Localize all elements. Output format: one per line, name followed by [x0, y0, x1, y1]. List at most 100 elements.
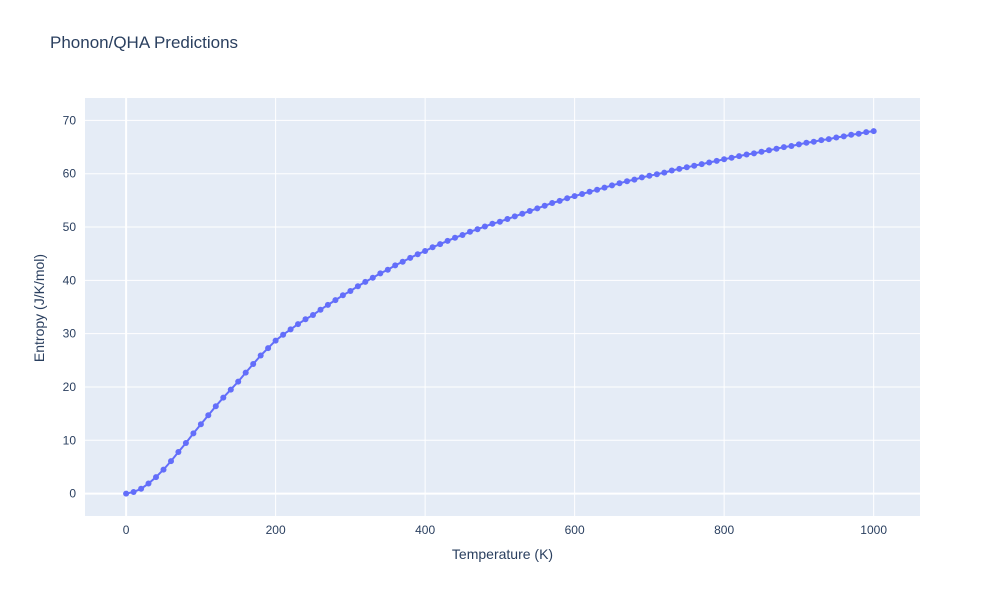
- data-point[interactable]: [586, 188, 593, 195]
- data-point[interactable]: [437, 241, 444, 248]
- data-point[interactable]: [459, 232, 466, 238]
- data-point[interactable]: [467, 228, 473, 235]
- data-point[interactable]: [564, 195, 571, 202]
- data-point[interactable]: [399, 258, 406, 265]
- data-point[interactable]: [212, 403, 219, 410]
- data-point[interactable]: [653, 171, 660, 178]
- data-point[interactable]: [242, 369, 249, 376]
- data-point[interactable]: [369, 274, 376, 281]
- data-point[interactable]: [773, 145, 780, 152]
- data-point[interactable]: [489, 220, 496, 227]
- data-point[interactable]: [870, 128, 877, 135]
- data-point[interactable]: [227, 386, 234, 393]
- data-point[interactable]: [302, 316, 309, 323]
- data-point[interactable]: [474, 226, 481, 233]
- data-point[interactable]: [736, 153, 743, 160]
- data-point[interactable]: [526, 208, 533, 214]
- data-point[interactable]: [624, 178, 630, 185]
- data-point[interactable]: [444, 237, 451, 244]
- data-point[interactable]: [676, 165, 683, 172]
- data-point[interactable]: [855, 130, 862, 137]
- data-point[interactable]: [556, 197, 563, 204]
- data-point[interactable]: [407, 254, 414, 261]
- data-point[interactable]: [646, 172, 653, 179]
- data-point[interactable]: [414, 251, 421, 258]
- data-point[interactable]: [138, 485, 145, 492]
- data-point[interactable]: [721, 156, 728, 163]
- data-point[interactable]: [810, 138, 817, 145]
- data-point[interactable]: [534, 205, 541, 212]
- data-point[interactable]: [825, 136, 832, 143]
- data-point[interactable]: [496, 218, 503, 225]
- data-point[interactable]: [758, 148, 765, 155]
- data-point[interactable]: [511, 213, 518, 220]
- data-point[interactable]: [541, 202, 548, 209]
- data-point[interactable]: [780, 144, 787, 151]
- data-point[interactable]: [788, 143, 795, 149]
- data-point[interactable]: [377, 270, 384, 277]
- data-point[interactable]: [429, 244, 436, 251]
- data-point[interactable]: [347, 288, 354, 294]
- data-point[interactable]: [392, 262, 399, 269]
- data-point[interactable]: [631, 176, 638, 183]
- data-point[interactable]: [519, 210, 526, 217]
- data-point[interactable]: [362, 278, 369, 285]
- data-point[interactable]: [235, 378, 242, 385]
- data-point[interactable]: [481, 223, 488, 230]
- data-point[interactable]: [863, 129, 870, 136]
- data-point[interactable]: [452, 234, 458, 241]
- data-point[interactable]: [840, 133, 847, 140]
- data-point[interactable]: [257, 352, 264, 359]
- data-point[interactable]: [616, 180, 623, 187]
- data-point[interactable]: [354, 283, 361, 290]
- data-point[interactable]: [190, 430, 197, 437]
- data-point[interactable]: [250, 361, 257, 367]
- data-point[interactable]: [743, 151, 750, 158]
- data-point[interactable]: [422, 248, 429, 254]
- data-point[interactable]: [691, 162, 698, 169]
- data-point[interactable]: [751, 150, 757, 157]
- data-point[interactable]: [265, 345, 272, 352]
- data-point[interactable]: [818, 137, 825, 144]
- data-point[interactable]: [197, 421, 204, 428]
- data-point[interactable]: [310, 312, 316, 318]
- data-point[interactable]: [272, 337, 279, 344]
- data-point[interactable]: [803, 139, 810, 146]
- data-point[interactable]: [324, 301, 331, 308]
- data-point[interactable]: [706, 159, 713, 166]
- data-point[interactable]: [339, 292, 346, 299]
- data-point[interactable]: [571, 193, 578, 200]
- data-point[interactable]: [295, 321, 301, 328]
- data-point[interactable]: [833, 134, 840, 141]
- data-point[interactable]: [698, 161, 705, 168]
- data-point[interactable]: [504, 216, 511, 222]
- data-point[interactable]: [153, 474, 159, 481]
- data-point[interactable]: [683, 164, 690, 171]
- data-point[interactable]: [332, 297, 339, 304]
- data-point[interactable]: [579, 191, 586, 197]
- data-point[interactable]: [145, 480, 152, 487]
- data-point[interactable]: [130, 489, 137, 495]
- data-point[interactable]: [175, 449, 182, 455]
- data-point[interactable]: [601, 184, 608, 191]
- data-point[interactable]: [123, 490, 130, 497]
- data-point[interactable]: [848, 131, 855, 138]
- data-point[interactable]: [317, 306, 324, 313]
- data-point[interactable]: [661, 169, 668, 176]
- data-point[interactable]: [384, 266, 391, 273]
- data-point[interactable]: [668, 167, 675, 174]
- data-point[interactable]: [205, 412, 212, 419]
- data-point[interactable]: [549, 200, 556, 206]
- data-point[interactable]: [728, 154, 735, 161]
- data-point[interactable]: [609, 182, 615, 189]
- data-point[interactable]: [220, 394, 227, 401]
- data-point[interactable]: [766, 147, 772, 154]
- data-point[interactable]: [182, 440, 189, 446]
- data-point[interactable]: [168, 458, 174, 465]
- data-point[interactable]: [287, 326, 294, 333]
- data-point[interactable]: [160, 466, 167, 473]
- data-point[interactable]: [280, 331, 287, 338]
- data-point[interactable]: [795, 141, 802, 148]
- data-point[interactable]: [713, 157, 720, 164]
